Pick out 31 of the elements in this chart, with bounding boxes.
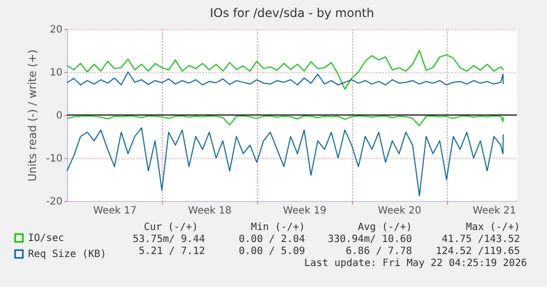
text: 6.86 / 7.78 bbox=[346, 246, 412, 257]
x-tick-label: Week 20 bbox=[378, 206, 422, 216]
text: 124.52 /119.65 bbox=[436, 246, 520, 257]
text: Avg (-/+) bbox=[358, 222, 412, 233]
text: 5.21 / 7.12 bbox=[138, 246, 205, 257]
line-series bbox=[66, 115, 504, 126]
text: Min (-/+) bbox=[250, 222, 305, 233]
legend-label: IO/sec bbox=[28, 233, 64, 244]
y-tick-label: -10 bbox=[46, 154, 62, 164]
text: Max (-/+) bbox=[466, 222, 520, 233]
text: Cur (-/+) bbox=[144, 222, 198, 233]
x-tick-label: Week 21 bbox=[472, 206, 516, 216]
legend-label: Req Size (KB) bbox=[28, 249, 106, 260]
y-axis-title: Units read (-) / write (+) bbox=[26, 49, 40, 182]
x-tick-label: Week 17 bbox=[93, 206, 137, 216]
text: 0.00 / 2.04 bbox=[238, 234, 305, 245]
y-tick-label: -20 bbox=[46, 196, 62, 208]
text: 0.00 / 5.09 bbox=[238, 246, 305, 257]
text: 330.94m/ 10.60 bbox=[328, 234, 412, 245]
x-tick-label: Week 19 bbox=[283, 206, 326, 216]
line-series bbox=[66, 50, 504, 90]
text: Last update: Fri May 22 04:25:19 2026 bbox=[304, 258, 527, 269]
text: 41.75 /143.52 bbox=[442, 234, 520, 245]
y-tick-label: 0 bbox=[56, 110, 62, 122]
x-tick-label: Week 18 bbox=[188, 206, 232, 216]
line-series bbox=[66, 127, 504, 196]
text: 53.75m/ 9.44 bbox=[132, 234, 205, 245]
y-tick-label: 20 bbox=[50, 24, 62, 36]
y-tick-label: 10 bbox=[50, 68, 62, 78]
chart-title: IOs for /dev/sda - by month bbox=[210, 6, 374, 20]
line-series bbox=[66, 72, 504, 86]
